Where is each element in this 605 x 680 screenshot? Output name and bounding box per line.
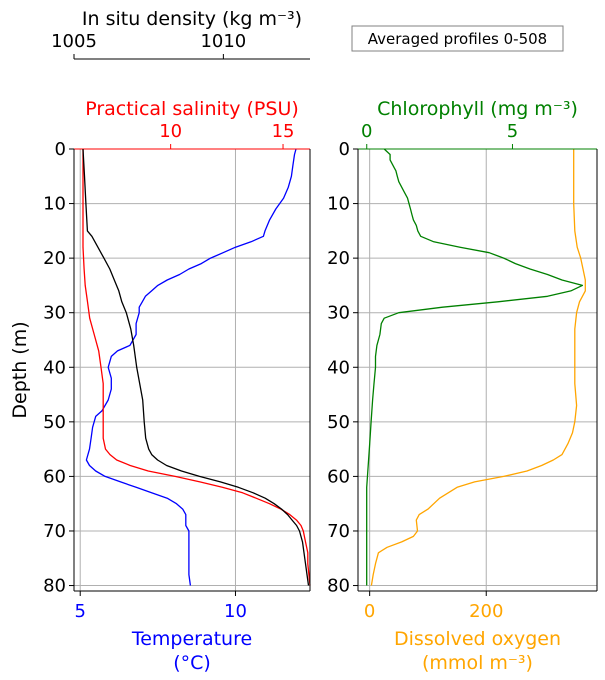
x-tick-label: 200 bbox=[469, 601, 503, 622]
x-tick-label: 5 bbox=[74, 601, 85, 622]
y-tick-label: 10 bbox=[43, 194, 66, 215]
outer-tick-label: 1005 bbox=[51, 31, 97, 52]
practical-profile-line bbox=[82, 149, 311, 586]
y-tick-label: 80 bbox=[327, 576, 350, 597]
y-tick-label: 60 bbox=[327, 466, 350, 487]
y-tick-label: 20 bbox=[327, 248, 350, 269]
y-tick-label: 80 bbox=[43, 576, 66, 597]
y-tick-label: 10 bbox=[327, 194, 350, 215]
top-tick-label: 10 bbox=[159, 121, 182, 142]
top-tick-label: 15 bbox=[272, 121, 295, 142]
x-tick-label: 10 bbox=[224, 601, 247, 622]
y-tick-label: 70 bbox=[43, 521, 66, 542]
y-tick-label: 70 bbox=[327, 521, 350, 542]
outer-tick-label: 1010 bbox=[200, 31, 246, 52]
dissolved-axis-label: (mmol m⁻³) bbox=[422, 652, 533, 674]
annotation-text: Averaged profiles 0-508 bbox=[368, 30, 547, 48]
temperature-axis-label: (°C) bbox=[173, 652, 211, 674]
y-tick-label: 40 bbox=[43, 357, 66, 378]
y-tick-label: 0 bbox=[55, 139, 66, 160]
y-tick-label: 0 bbox=[339, 139, 350, 160]
y-tick-label: 50 bbox=[327, 412, 350, 433]
chlorophyll-profile-line bbox=[366, 148, 584, 586]
practical-axis-label: Practical salinity (PSU) bbox=[85, 98, 299, 120]
dissolved-profile-line bbox=[370, 149, 586, 586]
in-profile-line bbox=[82, 148, 310, 586]
top-tick-label: 5 bbox=[507, 121, 518, 142]
annotation-box: Averaged profiles 0-508 bbox=[351, 25, 564, 52]
temperature-axis-label: Temperature bbox=[131, 628, 252, 650]
left-panel: 0 10 20 30 40 50 60 70 80 Depth (m) 5 10 Temperature… bbox=[9, 8, 311, 674]
y-axis-label: Depth (m) bbox=[9, 321, 31, 418]
y-tick-label: 30 bbox=[43, 303, 66, 324]
dissolved-axis-label: Dissolved oxygen bbox=[394, 628, 561, 650]
top-tick-label: 0 bbox=[361, 121, 372, 142]
y-tick-label: 20 bbox=[43, 248, 66, 269]
density-axis-label: In situ density (kg m⁻³) bbox=[82, 8, 302, 30]
y-tick-label: 60 bbox=[43, 466, 66, 487]
chlorophyll-axis-label: Chlorophyll (mg m⁻³) bbox=[377, 98, 578, 120]
y-tick-label: 30 bbox=[327, 303, 350, 324]
y-tick-label: 50 bbox=[43, 412, 66, 433]
temperature-profile-line bbox=[85, 148, 297, 586]
x-tick-label: 0 bbox=[364, 601, 375, 622]
y-tick-label: 40 bbox=[327, 357, 350, 378]
